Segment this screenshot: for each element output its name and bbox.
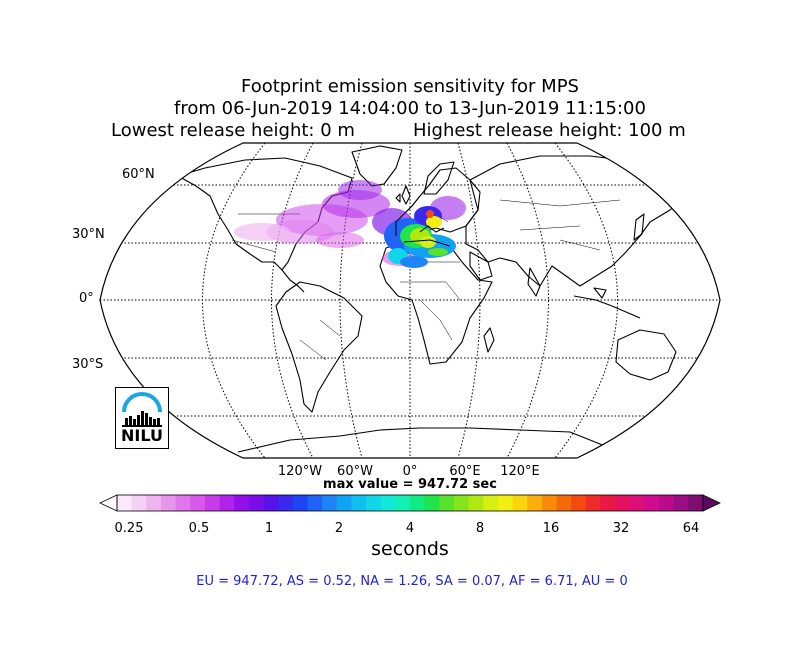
colorbar-cell	[688, 495, 704, 511]
colorbar-cell	[439, 495, 455, 511]
colorbar-tick: 4	[405, 521, 415, 536]
colorbar-cell	[234, 495, 250, 511]
colorbar-cell	[424, 495, 440, 511]
colorbar-tick: 64	[682, 521, 700, 536]
colorbar-cell	[219, 495, 235, 511]
nilu-logo-text: NILU	[121, 426, 163, 445]
colorbar-cell	[248, 495, 264, 511]
colorbar-cell	[497, 495, 513, 511]
colorbar-tick: 8	[475, 521, 485, 536]
colorbar-cell	[615, 495, 631, 511]
colorbar-cell	[263, 495, 279, 511]
colorbar-cell	[336, 495, 352, 511]
lat-label-30n: 30°N	[72, 227, 105, 242]
colorbar-cell	[366, 495, 382, 511]
lat-label-0: 0°	[79, 291, 94, 306]
colorbar-tick: 2	[334, 521, 344, 536]
footprint-plume-low	[234, 180, 466, 266]
max-value-label: max value = 947.72 sec	[323, 477, 497, 492]
colorbar-frame	[116, 494, 704, 512]
lon-label-60w: 60°W	[337, 464, 373, 479]
lat-label-30s: 30°S	[72, 357, 104, 372]
colorbar-cell	[541, 495, 557, 511]
lon-label-120e: 120°E	[500, 464, 540, 479]
colorbar-cell	[131, 495, 147, 511]
colorbar-under-arrow	[99, 494, 118, 512]
release-height-low: Lowest release height: 0 m	[111, 120, 355, 141]
colorbar-cell	[380, 495, 396, 511]
colorbar-cell	[395, 495, 411, 511]
colorbar-cell	[190, 495, 206, 511]
colorbar	[99, 494, 721, 512]
colorbar-tick: 32	[612, 521, 630, 536]
colorbar-cell	[146, 495, 162, 511]
colorbar-cell	[483, 495, 499, 511]
release-height-high: Highest release height: 100 m	[413, 120, 686, 141]
colorbar-cell	[204, 495, 220, 511]
colorbar-cell	[307, 495, 323, 511]
colorbar-cell	[571, 495, 587, 511]
colorbar-cell	[468, 495, 484, 511]
nilu-logo-icon	[122, 392, 162, 427]
colorbar-tick: 1	[264, 521, 274, 536]
colorbar-cell	[644, 495, 660, 511]
plot-title: Footprint emission sensitivity for MPS	[241, 76, 579, 97]
europe-coast-overlay	[395, 195, 451, 247]
lat-label-60n: 60°N	[122, 167, 155, 182]
colorbar-over-arrow	[702, 494, 721, 512]
colorbar-cell	[322, 495, 338, 511]
lon-label-120w: 120°W	[277, 464, 323, 479]
region-totals: EU = 947.72, AS = 0.52, NA = 1.26, SA = …	[196, 574, 628, 589]
plot-period: from 06-Jun-2019 14:04:00 to 13-Jun-2019…	[174, 98, 646, 119]
colorbar-cell	[600, 495, 616, 511]
colorbar-cell	[278, 495, 294, 511]
nilu-logo: NILU	[115, 387, 169, 449]
colorbar-cell	[673, 495, 689, 511]
colorbar-cell	[351, 495, 367, 511]
colorbar-cell	[659, 495, 675, 511]
colorbar-cell	[585, 495, 601, 511]
colorbar-tick: 0.25	[114, 521, 144, 536]
colorbar-cell	[629, 495, 645, 511]
colorbar-tick: 16	[542, 521, 560, 536]
colorbar-unit-label: seconds	[371, 538, 449, 560]
lon-label-0: 0°	[402, 464, 418, 479]
colorbar-tick: 0.5	[188, 521, 210, 536]
colorbar-cell	[117, 495, 133, 511]
colorbar-cell	[527, 495, 543, 511]
colorbar-cell	[160, 495, 176, 511]
colorbar-cell	[175, 495, 191, 511]
colorbar-cell	[556, 495, 572, 511]
colorbar-cell	[453, 495, 469, 511]
colorbar-cell	[512, 495, 528, 511]
lon-label-60e: 60°E	[449, 464, 481, 479]
colorbar-cell	[292, 495, 308, 511]
colorbar-cell	[410, 495, 426, 511]
